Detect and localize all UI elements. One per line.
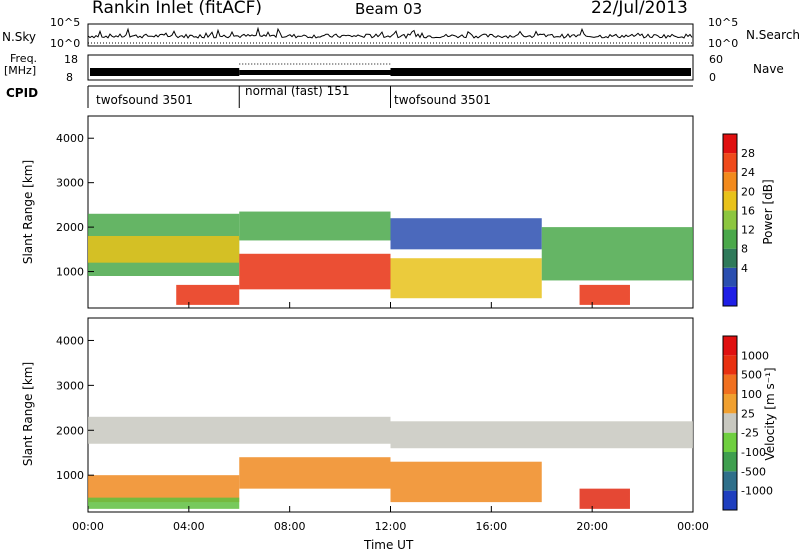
power-colorbar-frame [722,133,738,307]
freq-frame [87,54,694,81]
power-colorbar-cell [723,229,737,249]
station-title: Rankin Inlet (fitACF) [92,0,263,18]
power-colorbar-tick: 28 [741,147,755,160]
velocity-ytick-label: 4000 [56,334,84,347]
velocity-band [88,416,391,444]
velocity-colorbar-cell [723,336,737,356]
nsearch-tick-low: 10^0 [708,37,739,50]
velocity-band [239,457,391,489]
power-colorbar-cell [723,134,737,154]
nsky-label: N.Sky [2,30,37,44]
velocity-colorbar-tick: 100 [741,388,762,401]
power-band [579,284,630,305]
power-colorbar-cell [723,153,737,173]
power-band [390,258,542,299]
power-ytick-label: 2000 [56,221,84,234]
velocity-colorbar-tick: -500 [741,465,766,478]
velocity-colorbar-tick: -25 [741,427,759,440]
power-ytick-label: 4000 [56,132,84,145]
power-colorbar-tick: 16 [741,204,755,217]
velocity-colorbar-tick: 25 [741,407,755,420]
nave-tick-low: 0 [709,71,716,84]
date-title: 22/Jul/2013 [591,0,688,18]
power-colorbar-cell [723,267,737,287]
velocity-colorbar-tick: -100 [741,446,766,459]
velocity-colorbar-cell [723,355,737,375]
freq-label-2: [MHz] [4,64,37,77]
nsearch-label: N.Search [746,28,800,42]
power-colorbar-cell [723,172,737,192]
xtick-label: 00:00 [677,520,709,533]
power-colorbar-cell [723,286,737,306]
velocity-band [579,488,630,509]
cpid-label: CPID [6,86,39,100]
nave-tick-high: 60 [709,53,723,66]
power-band [176,284,240,305]
freq-bar-3 [390,68,691,76]
power-colorbar-tick: 4 [741,262,748,275]
nsky-tick-low: 10^0 [50,37,81,50]
nsky-tick-high: 10^5 [50,16,81,29]
power-ytick-label: 1000 [56,266,84,279]
cpid-segment-3: twofsound 3501 [394,93,491,107]
velocity-colorbar-cell [723,471,737,491]
velocity-colorbar-cell [723,452,737,472]
cpid-segment-1: twofsound 3501 [96,93,193,107]
power-ytick-label: 3000 [56,177,84,190]
power-colorbar-tick: 20 [741,185,755,198]
freq-tick-high: 18 [64,53,78,66]
freq-bar-2 [239,70,391,75]
velocity-band [390,421,693,449]
velocity-colorbar-cell [723,394,737,414]
power-colorbar-tick: 12 [741,224,755,237]
power-colorbar-cell [723,210,737,230]
nave-label: Nave [753,62,784,76]
power-band [239,253,391,290]
velocity-ytick-label: 1000 [56,469,84,482]
power-colorbar-cell [723,191,737,211]
power-colorbar-cell [723,248,737,268]
beam-title: Beam 03 [355,0,423,18]
freq-bar-1 [90,68,240,76]
power-colorbar-tick: 24 [741,166,755,179]
power-band [88,236,240,263]
cpid-segment-2: normal (fast) 151 [245,84,350,98]
xtick-label: 08:00 [274,520,306,533]
velocity-band [88,497,240,509]
velocity-colorbar-cell [723,413,737,433]
velocity-ytick-label: 3000 [56,379,84,392]
freq-tick-low: 8 [66,71,73,84]
nsky-frame [87,23,694,47]
xtick-label: 16:00 [475,520,507,533]
xtick-label: 04:00 [173,520,205,533]
nsearch-tick-high: 10^5 [708,16,739,29]
velocity-ytick-label: 2000 [56,424,84,437]
velocity-colorbar-tick: 1000 [741,349,769,362]
freq-label-1: Freq. [10,52,38,65]
velocity-colorbar-frame [722,335,738,511]
x-axis-label: Time UT [364,538,414,552]
velocity-colorbar-cell [723,374,737,394]
velocity-colorbar-tick: 500 [741,369,762,382]
velocity-colorbar-tick: -1000 [741,485,773,498]
velocity-colorbar-cell [723,432,737,452]
power-band [541,227,693,281]
power-colorbar-tick: 8 [741,243,748,256]
xtick-label: 12:00 [375,520,407,533]
velocity-colorbar-cell [723,490,737,510]
xtick-label: 20:00 [576,520,608,533]
xtick-label: 00:00 [72,520,104,533]
velocity-band [390,461,542,503]
power-band [239,211,391,241]
nsky-trace [87,26,693,40]
power-band [390,218,542,250]
